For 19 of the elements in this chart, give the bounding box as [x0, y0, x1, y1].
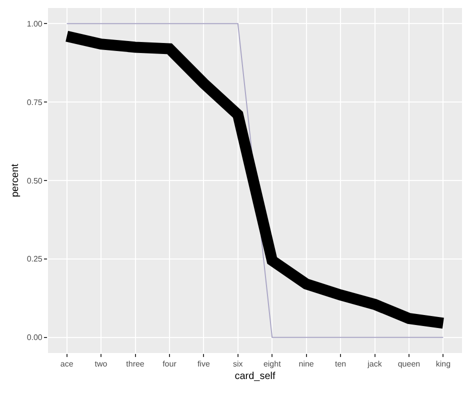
y-tick-label: 0.50 — [26, 176, 43, 186]
x-tick-label: three — [126, 360, 145, 369]
x-tick-label: queen — [398, 360, 420, 369]
x-tick-label: ace — [60, 360, 74, 369]
x-tick-label: ten — [334, 360, 346, 369]
x-tick-label: six — [233, 360, 243, 369]
y-axis-title: percent — [10, 164, 21, 198]
y-tick-label: 0.75 — [26, 98, 43, 107]
x-axis-title: card_self — [234, 371, 276, 382]
x-tick-label: eight — [263, 360, 282, 369]
x-tick-label: five — [197, 360, 210, 369]
y-tick-label: 1.00 — [26, 19, 43, 28]
x-tick-label: four — [162, 360, 177, 369]
y-tick-label: 0.00 — [26, 333, 43, 342]
x-tick-label: two — [94, 360, 108, 369]
x-tick-label: jack — [366, 360, 383, 369]
x-tick-label: king — [436, 360, 451, 369]
y-tick-label: 0.25 — [26, 254, 43, 264]
x-tick-label: nine — [298, 360, 314, 369]
